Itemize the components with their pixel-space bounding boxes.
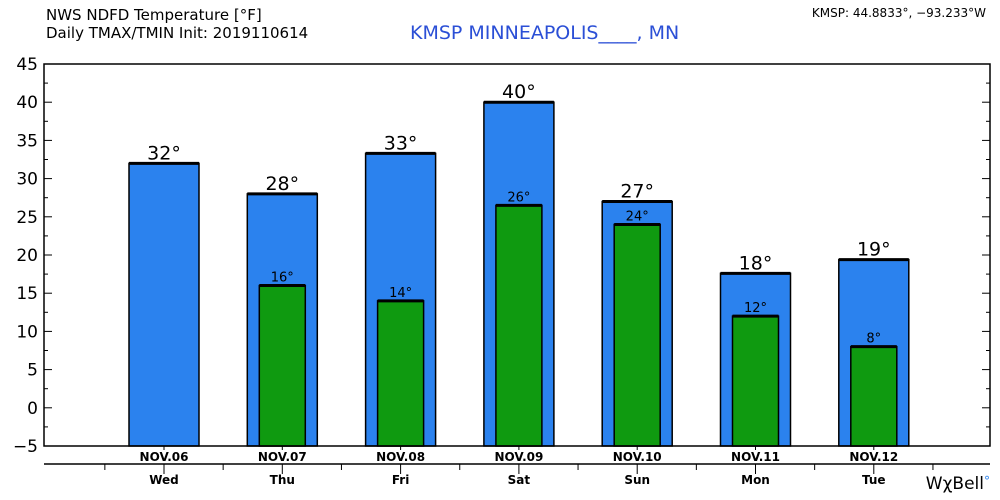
- y-tick-label: −5: [13, 437, 38, 457]
- weatherbell-logo: WχBell°: [926, 474, 990, 494]
- chart-title-line1: NWS NDFD Temperature [°F]: [46, 6, 262, 24]
- tmin-bar: [258, 284, 307, 447]
- x-tick-label: NOV.11: [731, 450, 780, 464]
- tmax-label: 19°: [857, 239, 891, 261]
- y-tick-label: 40: [16, 93, 38, 113]
- weekday-label: Sun: [624, 473, 650, 487]
- y-tick-label: 0: [27, 399, 38, 419]
- y-tick-label: 35: [16, 131, 38, 151]
- y-tick-label: 10: [16, 322, 38, 342]
- tmax-label: 28°: [265, 173, 299, 195]
- tmin-bar: [613, 223, 661, 447]
- y-tick-label: 45: [16, 55, 38, 75]
- brand-dot-icon: °: [984, 474, 990, 488]
- weekday-label: Mon: [741, 473, 770, 487]
- tmax-label: 40°: [502, 81, 536, 103]
- tmin-bar: [850, 345, 898, 447]
- tmin-label: 16°: [271, 271, 294, 286]
- tmax-label: 27°: [620, 181, 654, 203]
- x-tick-label: NOV.06: [140, 450, 189, 464]
- station-coordinates: KMSP: 44.8833°, −93.233°W: [811, 6, 986, 20]
- y-tick-label: 30: [16, 170, 38, 190]
- x-tick-label: NOV.07: [258, 450, 307, 464]
- y-tick-label: 25: [16, 208, 38, 228]
- weekday-label: Fri: [392, 473, 409, 487]
- tmin-bar: [731, 315, 780, 447]
- tmin-label: 8°: [866, 332, 881, 347]
- station-name: KMSP MINNEAPOLIS____, MN: [410, 22, 680, 44]
- tmax-label: 33°: [384, 132, 418, 154]
- tmin-label: 14°: [389, 286, 412, 301]
- y-tick-label: 5: [27, 361, 38, 381]
- weekday-label: Thu: [270, 473, 295, 487]
- tmin-bar: [376, 300, 425, 447]
- tmax-label: 18°: [739, 252, 773, 274]
- x-tick-label: NOV.12: [849, 450, 898, 464]
- tmin-bar: [495, 204, 543, 447]
- weekday-label: Sat: [508, 473, 531, 487]
- x-tick-label: NOV.09: [494, 450, 543, 464]
- tmax-label: 32°: [147, 142, 181, 164]
- weekday-label: Wed: [149, 473, 179, 487]
- x-tick-label: NOV.10: [613, 450, 662, 464]
- brand-text: WχBell: [925, 474, 984, 494]
- tmin-label: 12°: [744, 301, 767, 316]
- tmax-bar: [128, 162, 200, 447]
- y-tick-label: 20: [16, 246, 38, 266]
- tmin-label: 24°: [626, 209, 649, 224]
- chart-title-line2: Daily TMAX/TMIN Init: 2019110614: [46, 24, 309, 42]
- weekday-label: Tue: [862, 473, 886, 487]
- tmin-label: 26°: [507, 190, 530, 205]
- y-tick-label: 15: [16, 284, 38, 304]
- x-tick-label: NOV.08: [376, 450, 425, 464]
